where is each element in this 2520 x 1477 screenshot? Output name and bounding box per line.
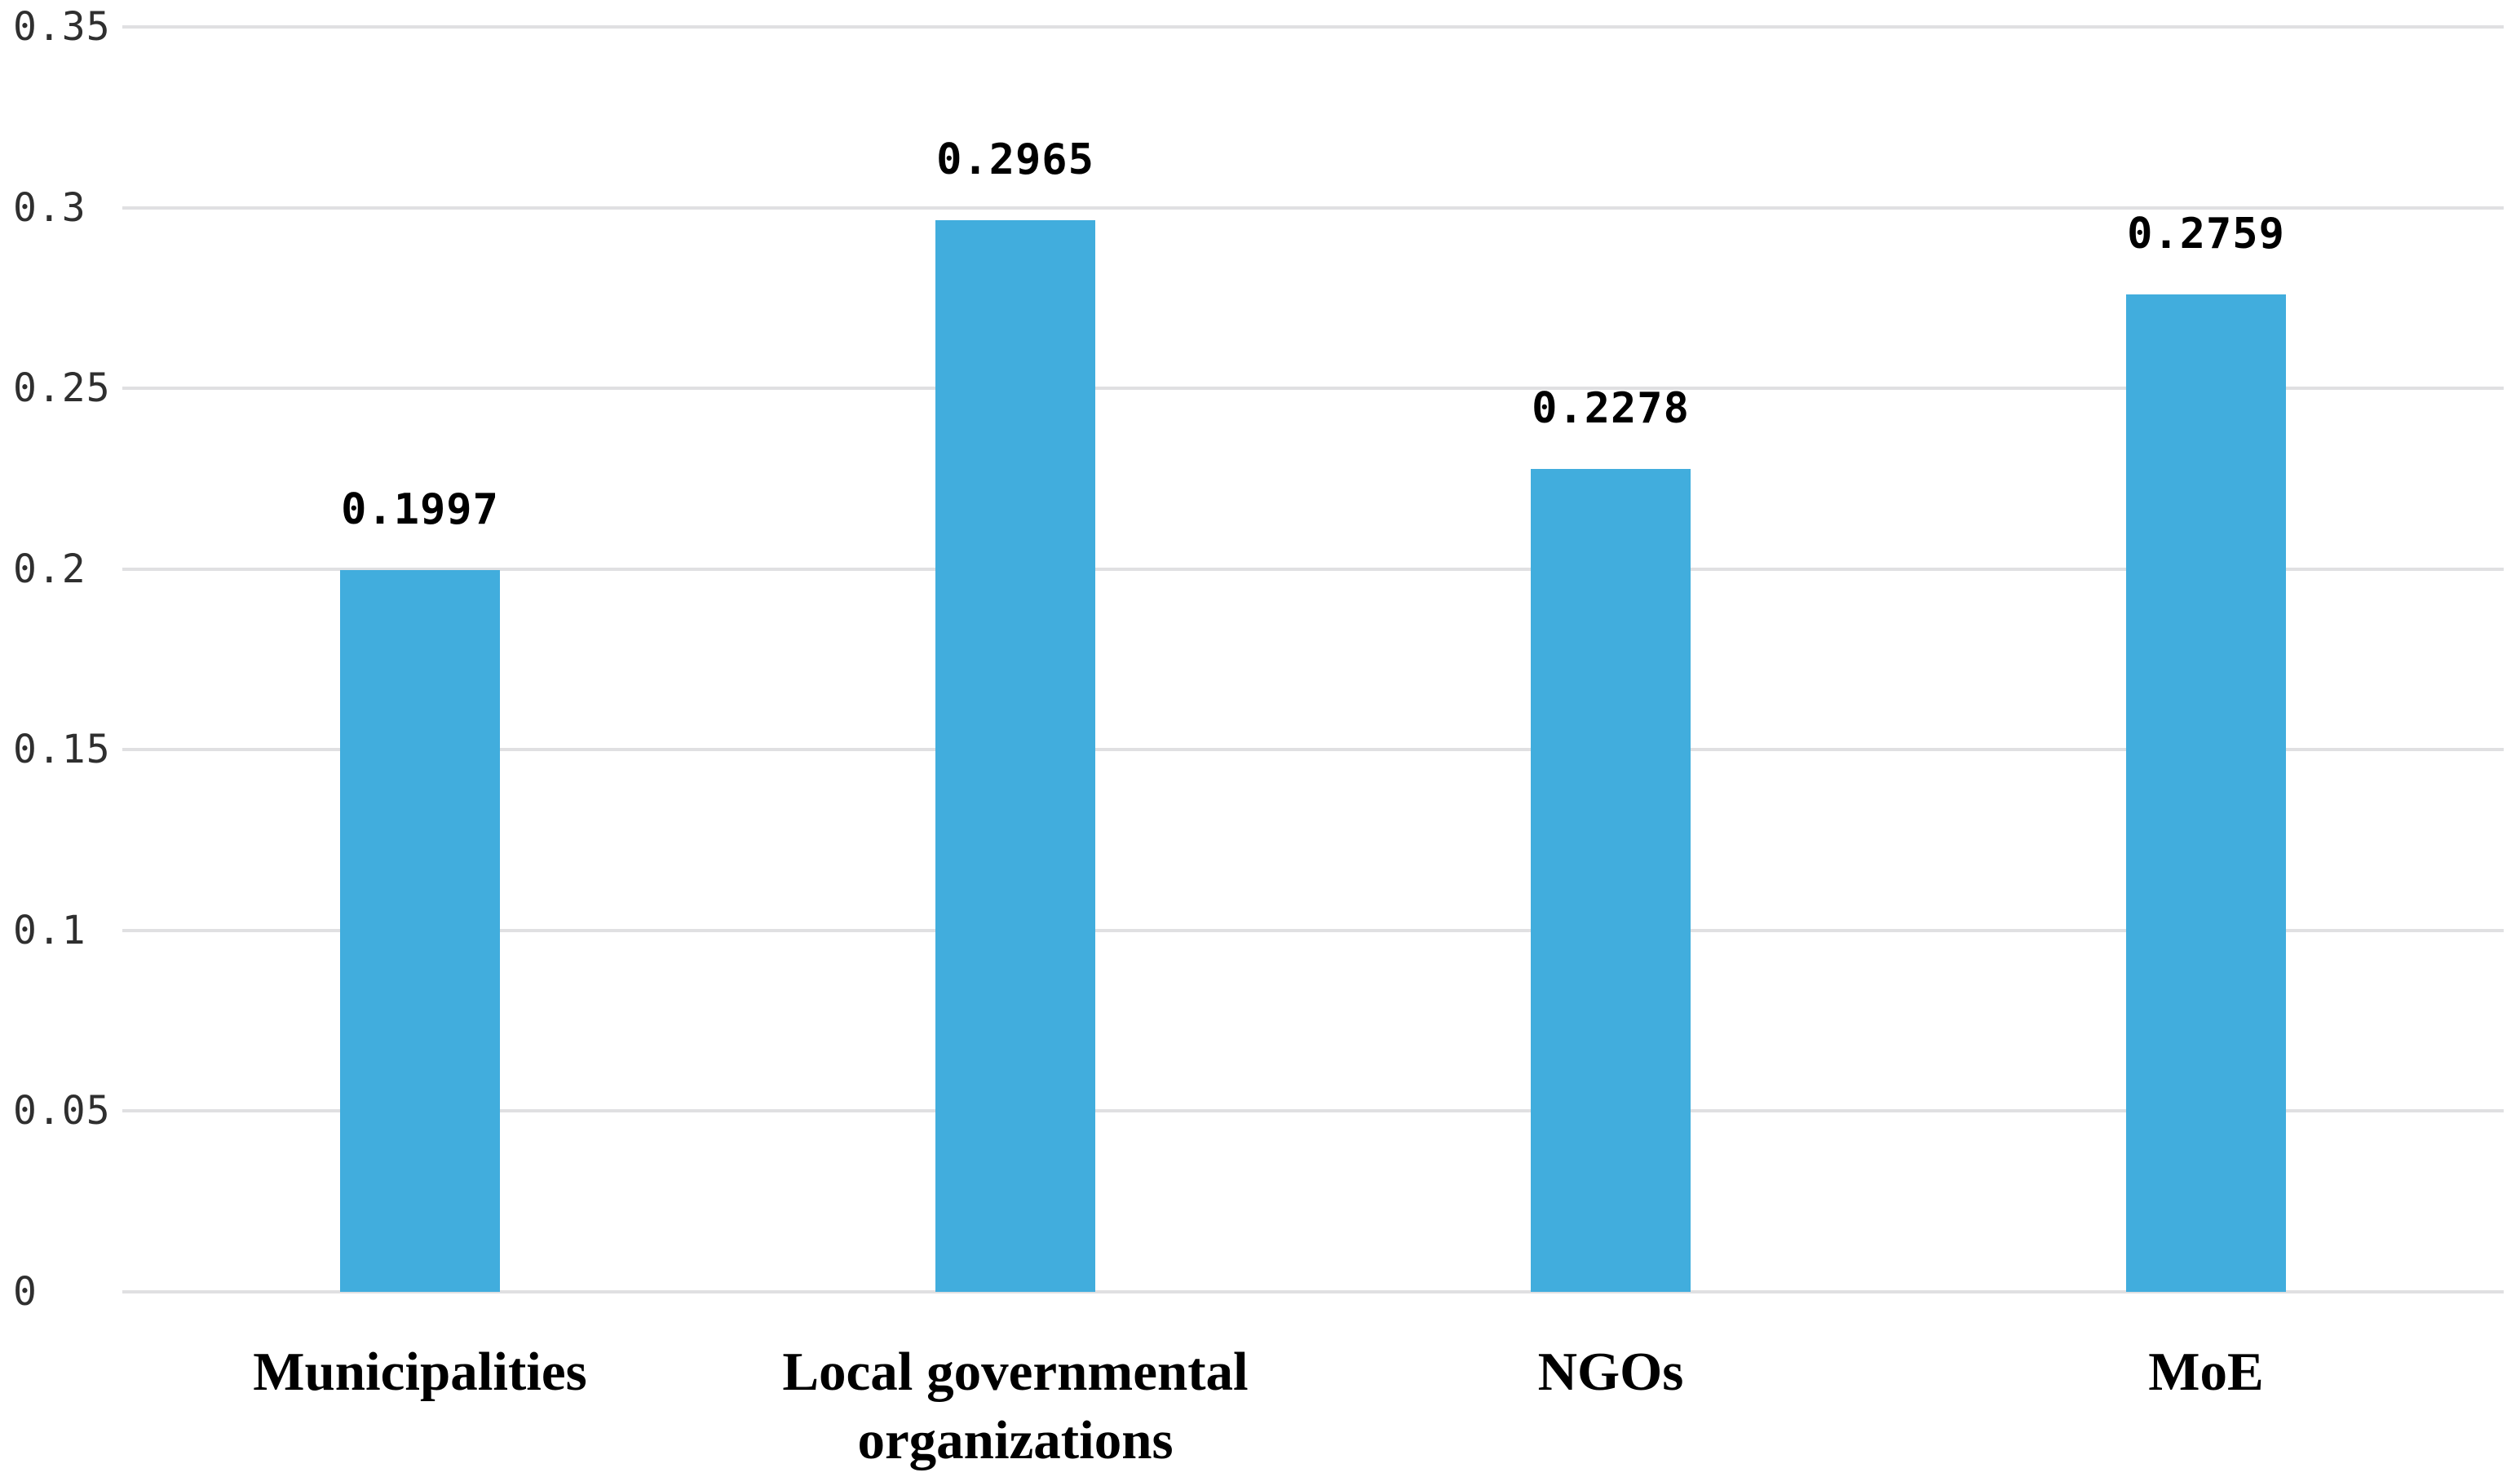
gridline (122, 928, 2504, 932)
bar-value-label: 0.2278 (1532, 383, 1690, 433)
gridline (122, 387, 2504, 391)
x-category-label: Local governmental organizations (782, 1342, 1249, 1470)
y-tick-label: 0.15 (13, 727, 111, 773)
bar (2126, 294, 2286, 1292)
bar (340, 570, 500, 1292)
gridline (122, 206, 2504, 210)
y-tick-label: 0.2 (13, 546, 86, 592)
x-category-label: Municipalities (253, 1342, 587, 1402)
gridline (122, 1290, 2504, 1293)
y-tick-label: 0.3 (13, 184, 86, 231)
bar-value-label: 0.1997 (341, 485, 499, 535)
y-tick-label: 0.25 (13, 365, 111, 412)
x-category-label: NGOs (1537, 1342, 1684, 1402)
gridline (122, 748, 2504, 752)
bar-value-label: 0.2965 (936, 135, 1094, 185)
y-tick-label: 0.05 (13, 1088, 111, 1134)
y-tick-label: 0.1 (13, 907, 86, 953)
y-tick-label: 0.35 (13, 4, 111, 50)
gridline (122, 1109, 2504, 1113)
bar (1531, 468, 1691, 1292)
y-tick-label: 0 (13, 1269, 38, 1315)
gridline (122, 25, 2504, 29)
bar-value-label: 0.2759 (2127, 210, 2285, 259)
bar (935, 220, 1095, 1292)
x-category-label: MoE (2148, 1342, 2264, 1402)
gridline (122, 567, 2504, 571)
